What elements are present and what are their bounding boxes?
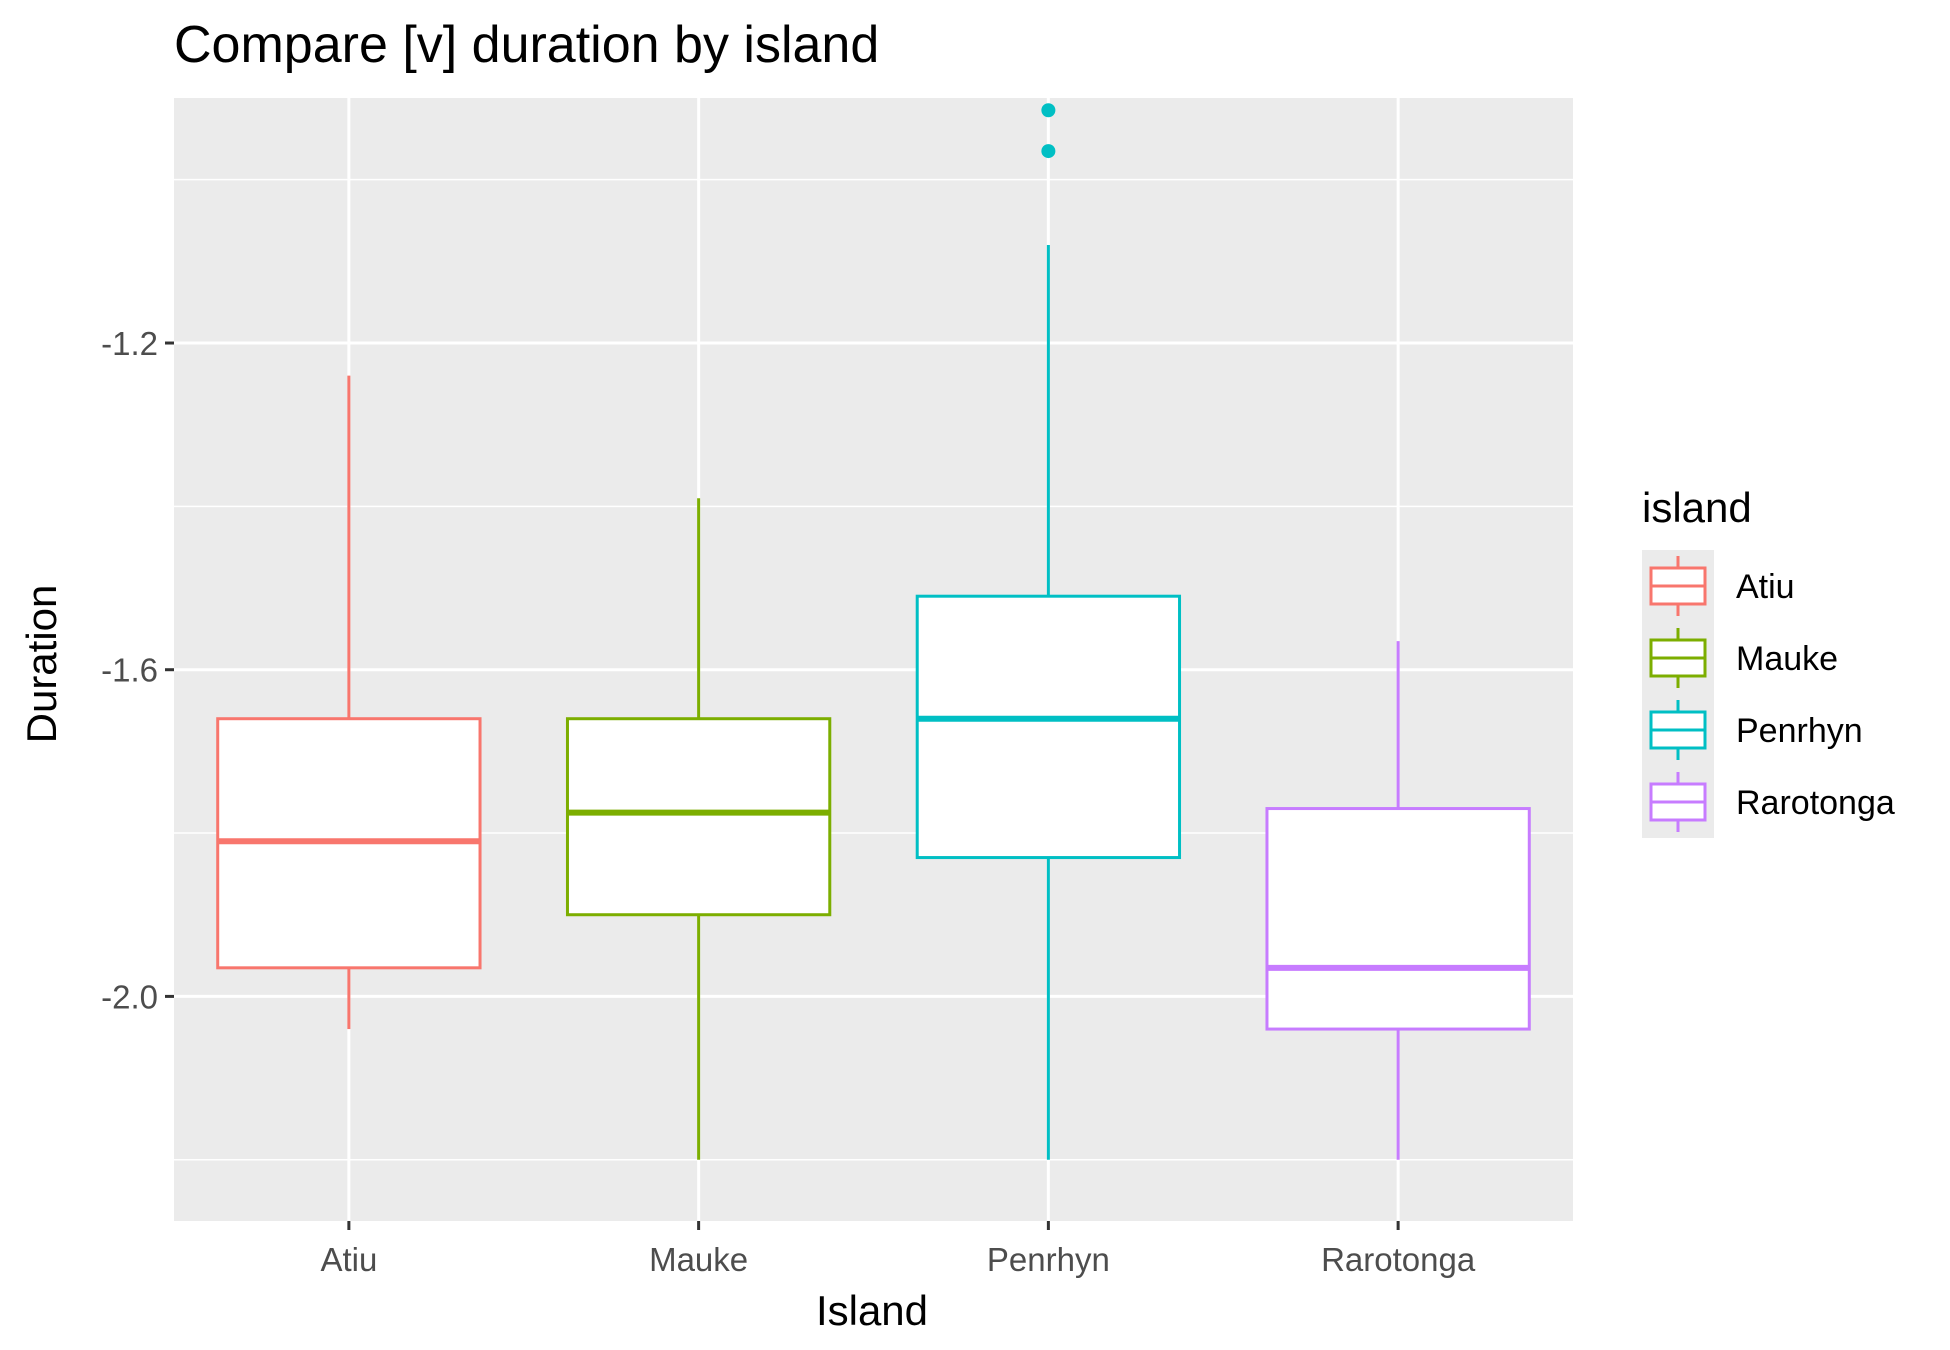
y-axis: -2.0 -1.6 -1.2 (101, 325, 174, 1015)
outlier-point (1041, 103, 1056, 118)
legend-label: Rarotonga (1736, 784, 1895, 822)
box-rarotonga (1265, 641, 1531, 1160)
outlier-point (1041, 144, 1056, 159)
plot-panel (174, 98, 1573, 1221)
box-penrhyn (915, 103, 1182, 1160)
chart-title: Compare [v] duration by island (174, 16, 879, 74)
legend-title: island (1642, 484, 1752, 531)
legend-label: Penrhyn (1736, 712, 1863, 750)
legend-label: Mauke (1736, 640, 1838, 678)
y-tick-label: -2.0 (101, 978, 158, 1015)
iqr-box (1265, 807, 1531, 1031)
legend-item-penrhyn: Penrhyn (1642, 694, 1863, 766)
y-tick-label: -1.6 (101, 652, 158, 689)
x-axis: Atiu Mauke Penrhyn Rarotonga (320, 1221, 1476, 1278)
legend-item-rarotonga: Rarotonga (1642, 766, 1895, 838)
y-axis-title: Duration (18, 585, 65, 744)
x-tick-label: Mauke (649, 1241, 748, 1278)
iqr-box (915, 594, 1182, 860)
boxes (216, 103, 1531, 1160)
box-mauke (565, 498, 832, 1160)
x-axis-title: Island (816, 1287, 928, 1334)
x-tick-label: Atiu (320, 1241, 377, 1278)
y-tick-label: -1.2 (101, 325, 158, 362)
box-atiu (216, 375, 482, 1030)
legend: island Atiu Mauke Penrhyn Rarotonga (1642, 484, 1895, 838)
legend-item-mauke: Mauke (1642, 622, 1838, 694)
x-tick-label: Penrhyn (987, 1241, 1110, 1278)
iqr-box (565, 717, 832, 917)
legend-item-atiu: Atiu (1642, 550, 1795, 622)
x-tick-label: Rarotonga (1321, 1241, 1476, 1278)
legend-label: Atiu (1736, 568, 1795, 606)
